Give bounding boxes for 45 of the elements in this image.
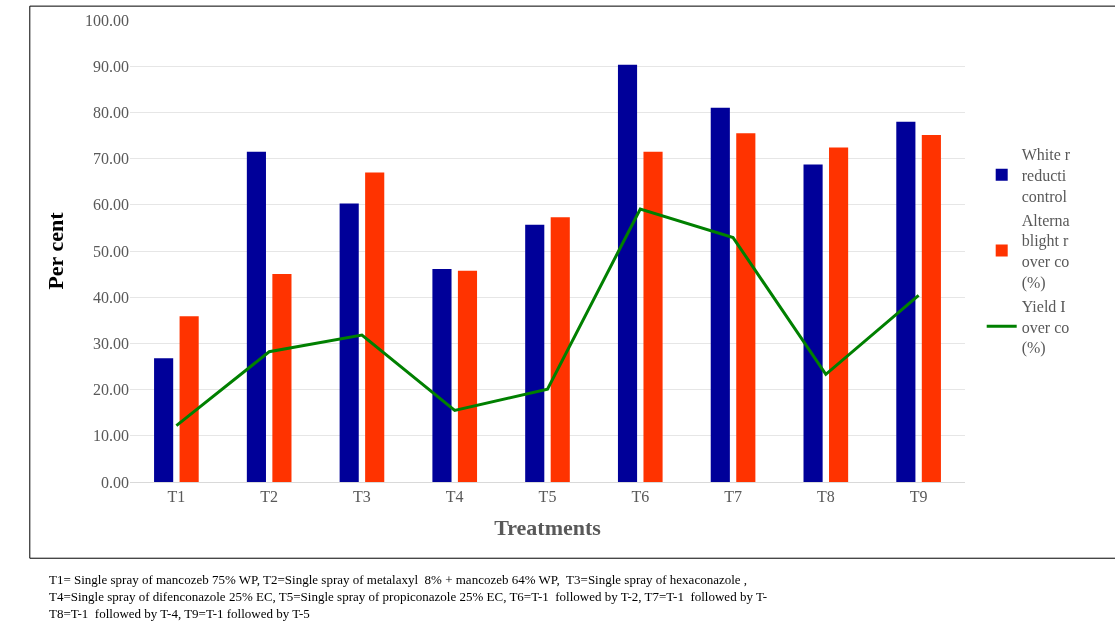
y-tick-label: 70.00	[93, 150, 129, 168]
x-tick-label: T9	[909, 488, 928, 506]
x-axis-title: Treatments	[494, 515, 602, 541]
legend-label: Yield I over co (%)	[1021, 297, 1070, 358]
bar	[550, 217, 570, 482]
x-tick-label: T2	[260, 488, 279, 506]
y-axis-title: Per cent	[42, 211, 68, 290]
bar	[365, 172, 385, 482]
bar	[339, 203, 359, 482]
legend-label: White r reducti control	[1021, 146, 1071, 205]
y-tick-label: 80.00	[93, 104, 129, 121]
bar	[154, 358, 174, 482]
x-tick-label: T7	[724, 488, 742, 506]
y-tick-label: 10.00	[93, 427, 129, 445]
y-tick-label: 50.00	[93, 242, 129, 260]
bar	[272, 274, 292, 482]
bar	[617, 64, 638, 482]
y-tick-label: 40.00	[93, 288, 129, 306]
y-tick-label: 60.00	[93, 196, 129, 214]
x-tick-label: T4	[445, 488, 464, 506]
bar	[896, 121, 916, 482]
x-tick-label: T3	[353, 488, 371, 506]
y-tick-label: 30.00	[93, 335, 129, 352]
bar	[921, 135, 941, 482]
x-tick-label: T6	[631, 488, 650, 506]
bar	[432, 269, 452, 482]
bar	[803, 164, 823, 482]
bar	[525, 224, 545, 482]
line-series	[174, 207, 921, 428]
y-tick-label: 100.00	[85, 11, 129, 29]
text: T1= Single spray of mancozeb 75% WP, T2=Single spray of metalaxyl 8% + mancozeb 64% WP, T3=Single spray of hexaconazole , T4=Single spray of difenconazole 25% EC, T5=Single spray of propiconazole 25% EC, T6=T-1 followed by T-2, T7=T-1 followed by T- T8=T-1 followed by T-4, T9=T-1 followed by T-5	[49, 572, 767, 621]
bar	[736, 133, 756, 482]
x-tick-label: T5	[538, 488, 557, 506]
x-tick-label: T8	[816, 488, 835, 506]
y-tick-label: 0.00	[101, 473, 129, 491]
legend-label: Alterna blight r over co (%)	[1021, 211, 1070, 292]
bar	[710, 107, 730, 482]
bar	[457, 270, 478, 482]
bar	[829, 147, 849, 482]
bar	[246, 151, 266, 482]
bar	[179, 316, 199, 482]
x-tick-label: T1	[167, 488, 186, 506]
y-tick-label: 90.00	[93, 57, 129, 75]
bar	[643, 151, 663, 482]
y-tick-label: 20.00	[93, 381, 129, 399]
